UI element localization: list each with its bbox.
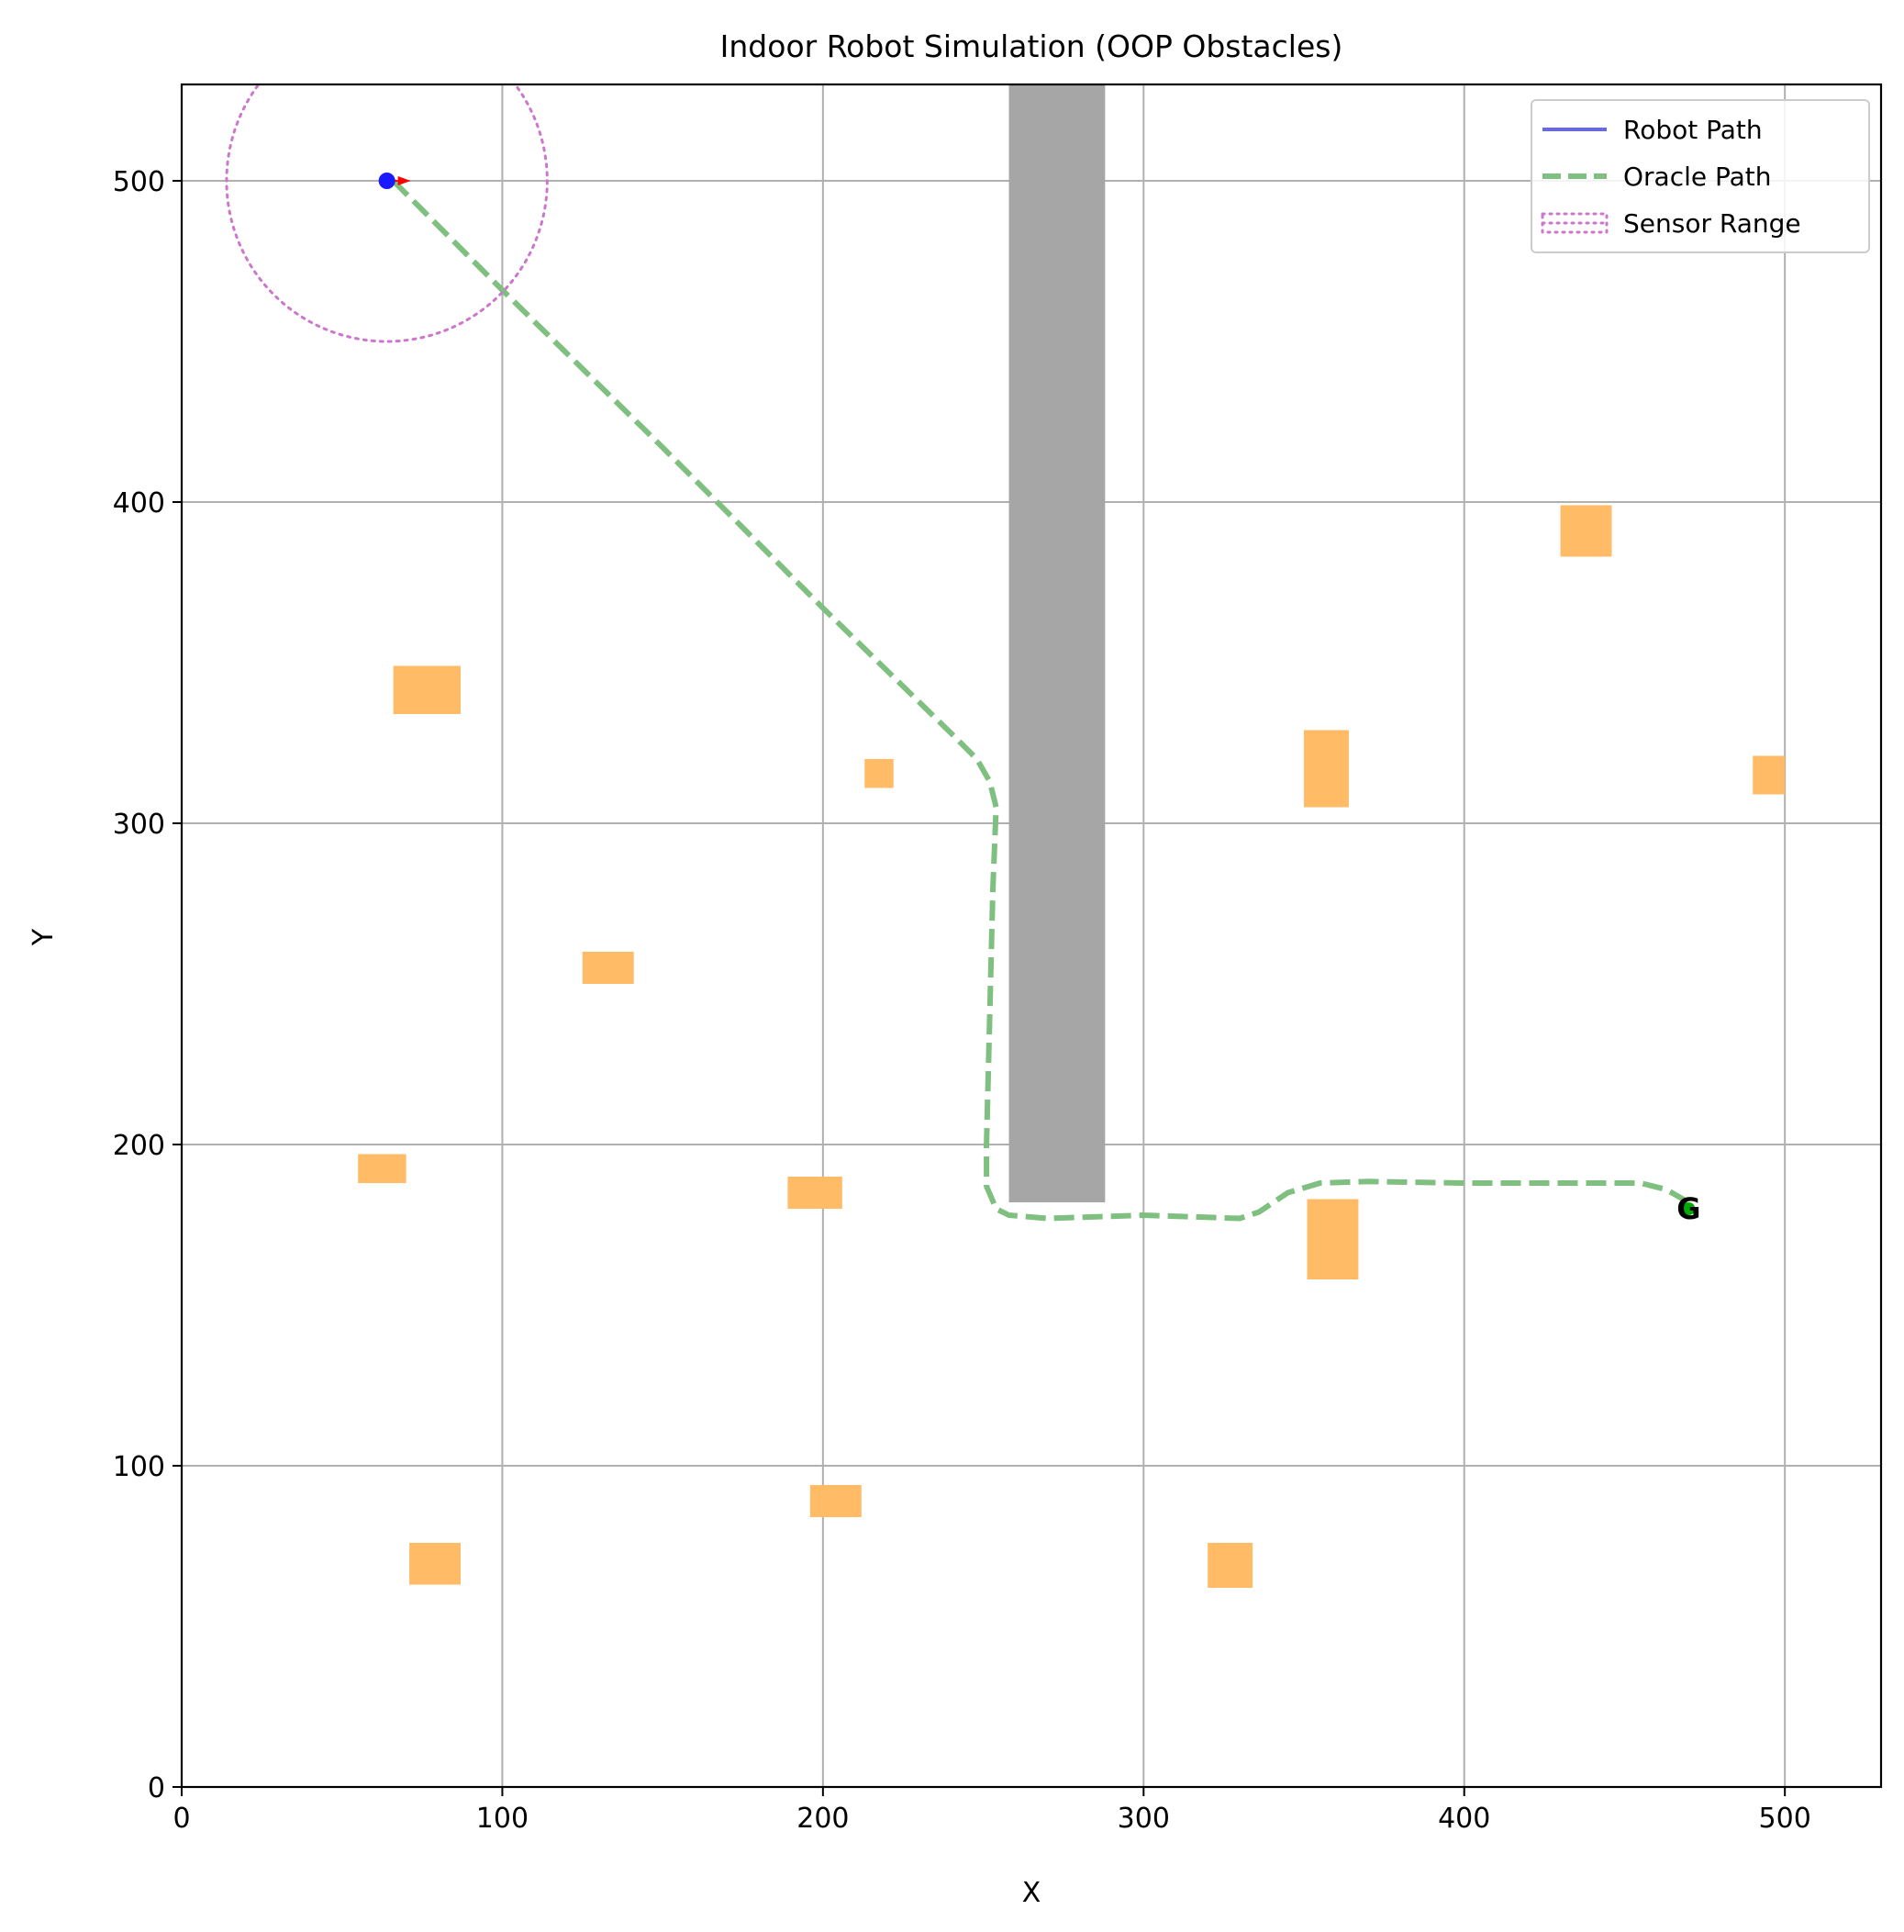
obstacle <box>1307 1199 1359 1279</box>
obstacle <box>409 1543 462 1585</box>
goal-marker <box>1682 1202 1696 1215</box>
legend-label: Robot Path <box>1623 115 1763 145</box>
y-tick-label: 500 <box>113 166 165 198</box>
x-tick-label: 200 <box>796 1803 849 1835</box>
obstacle <box>1304 730 1349 808</box>
axes-frame <box>180 83 1883 1789</box>
legend-box <box>1531 99 1870 253</box>
legend: Robot Path Oracle Path Sensor Range <box>1531 99 1870 253</box>
wall-obstacle <box>1008 84 1106 1202</box>
x-axis-label: X <box>1022 1877 1041 1909</box>
obstacle <box>582 952 634 984</box>
y-tick-label: 200 <box>113 1130 165 1162</box>
y-tick-label: 300 <box>113 809 165 841</box>
oracle-path <box>391 178 1690 1222</box>
x-tick-label: 400 <box>1438 1803 1490 1835</box>
plot-area: G <box>225 84 1786 1588</box>
goal-label: G <box>1676 1191 1700 1226</box>
obstacle <box>358 1154 406 1183</box>
y-tick-label: 100 <box>113 1451 165 1483</box>
y-tick-label: 0 <box>148 1772 165 1804</box>
obstacle <box>1208 1543 1253 1588</box>
robot-marker <box>378 173 395 189</box>
obstacle <box>393 665 462 714</box>
x-tick-label: 500 <box>1759 1803 1811 1835</box>
obstacle <box>1560 505 1612 557</box>
obstacle <box>809 1485 862 1517</box>
robot-heading-arrow <box>397 176 411 185</box>
obstacle <box>864 759 894 788</box>
y-tick-label: 400 <box>113 487 165 519</box>
legend-swatch-box <box>1541 212 1609 234</box>
x-tick-label: 300 <box>1118 1803 1170 1835</box>
y-axis-label: Y <box>28 928 60 946</box>
x-tick-label: 0 <box>173 1803 190 1835</box>
obstacle <box>787 1177 842 1209</box>
chart-title: Indoor Robot Simulation (OOP Obstacles) <box>720 28 1343 64</box>
legend-label: Oracle Path <box>1623 162 1772 192</box>
legend-label: Sensor Range <box>1623 208 1801 239</box>
ticks: 0 100 200 300 400 500 0 100 200 300 400 500 <box>113 166 1811 1835</box>
sensor-range-circle <box>225 84 549 343</box>
obstacle <box>1753 755 1786 795</box>
x-tick-label: 100 <box>476 1803 529 1835</box>
